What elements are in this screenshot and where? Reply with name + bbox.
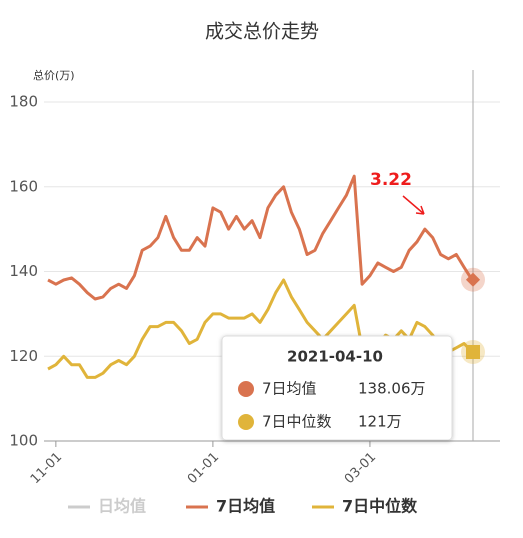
series-line — [47, 174, 474, 301]
tooltip-value: 138.06万 — [358, 380, 426, 398]
series-line — [47, 278, 474, 379]
x-tick-label: 01-01 — [185, 450, 222, 487]
y-tick-label: 100 — [9, 432, 38, 450]
y-tick-label: 120 — [9, 347, 38, 365]
y-axis-label: 总价(万) — [33, 68, 75, 82]
y-tick-label: 180 — [9, 93, 38, 111]
x-tick-label: 03-01 — [342, 450, 379, 487]
tooltip-box — [221, 335, 453, 441]
x-tick-label: 11-01 — [28, 450, 65, 487]
legend-label: 日均值 — [98, 497, 146, 516]
legend-label: 7日中位数 — [342, 497, 418, 516]
annotation-arrow — [402, 195, 425, 215]
point-marker — [465, 272, 481, 287]
tooltip-dot — [238, 414, 254, 430]
tooltip-dot — [238, 381, 254, 397]
tooltip-name: 7日中位数 — [262, 413, 332, 431]
tooltip-title: 2021-04-10 — [287, 348, 383, 366]
tooltip-value: 121万 — [358, 413, 402, 431]
legend-label: 7日均值 — [216, 497, 275, 516]
tooltip: 2021-04-10 7日均值 138.06万 7日中位数 121万 — [221, 335, 453, 441]
y-tick-label: 140 — [9, 262, 38, 280]
chart-title: 成交总价走势 — [205, 21, 319, 43]
y-tick-label: 160 — [9, 177, 38, 195]
annotation: 3.22 — [370, 170, 412, 190]
tooltip-name: 7日均值 — [262, 380, 317, 398]
point-marker — [466, 345, 480, 360]
